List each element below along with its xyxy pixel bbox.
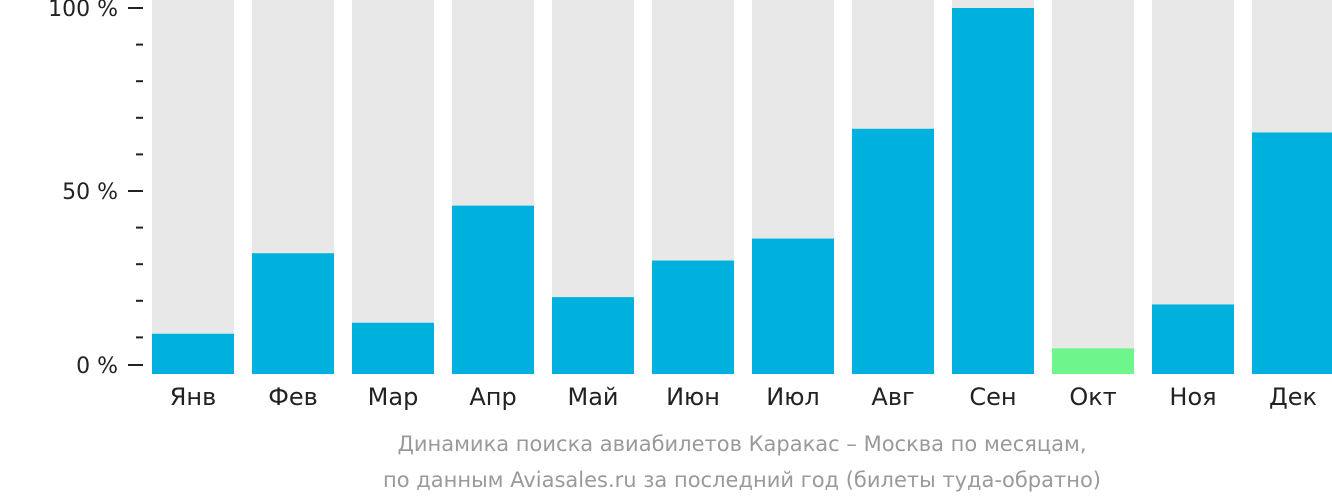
bar — [652, 260, 734, 374]
x-tick-label: Фев — [268, 383, 318, 411]
chart-caption: Динамика поиска авиабилетов Каракас – Мо… — [383, 432, 1101, 492]
caption-line-1: Динамика поиска авиабилетов Каракас – Мо… — [397, 432, 1086, 456]
x-axis-labels: Янв Фев Мар Апр Май Июн Июл Авг Сен Окт Ноя Дек — [170, 383, 1317, 411]
bar — [1152, 304, 1234, 374]
bar — [352, 322, 434, 374]
bar — [852, 128, 934, 374]
x-tick-label: Янв — [170, 383, 217, 411]
bar — [452, 205, 534, 374]
y-tick-label: 50 % — [62, 180, 118, 205]
x-tick-label: Мар — [368, 383, 419, 411]
x-tick-label: Сен — [969, 383, 1016, 411]
bar — [752, 238, 834, 374]
x-tick-label: Июн — [666, 383, 720, 411]
x-tick-label: Апр — [469, 383, 516, 411]
caption-line-2: по данным Aviasales.ru за последний год … — [383, 468, 1101, 492]
y-axis: 0 % 50 % 100 % — [48, 0, 143, 379]
y-tick-label: 100 % — [48, 0, 118, 22]
bar-track — [152, 0, 234, 374]
x-tick-label: Ноя — [1169, 383, 1216, 411]
x-tick-label: Дек — [1269, 383, 1317, 411]
x-tick-label: Авг — [871, 383, 914, 411]
y-tick-label: 0 % — [76, 354, 118, 379]
bar — [152, 333, 234, 374]
bar-highlight — [1052, 348, 1134, 374]
bar — [952, 8, 1034, 374]
bar — [1252, 132, 1332, 374]
bar — [252, 253, 334, 374]
bar — [552, 297, 634, 374]
bars — [152, 0, 1332, 374]
bar-track — [352, 0, 434, 374]
x-tick-label: Июл — [766, 383, 820, 411]
x-tick-label: Окт — [1069, 383, 1116, 411]
bar-track — [1052, 0, 1134, 374]
x-tick-label: Май — [567, 383, 618, 411]
